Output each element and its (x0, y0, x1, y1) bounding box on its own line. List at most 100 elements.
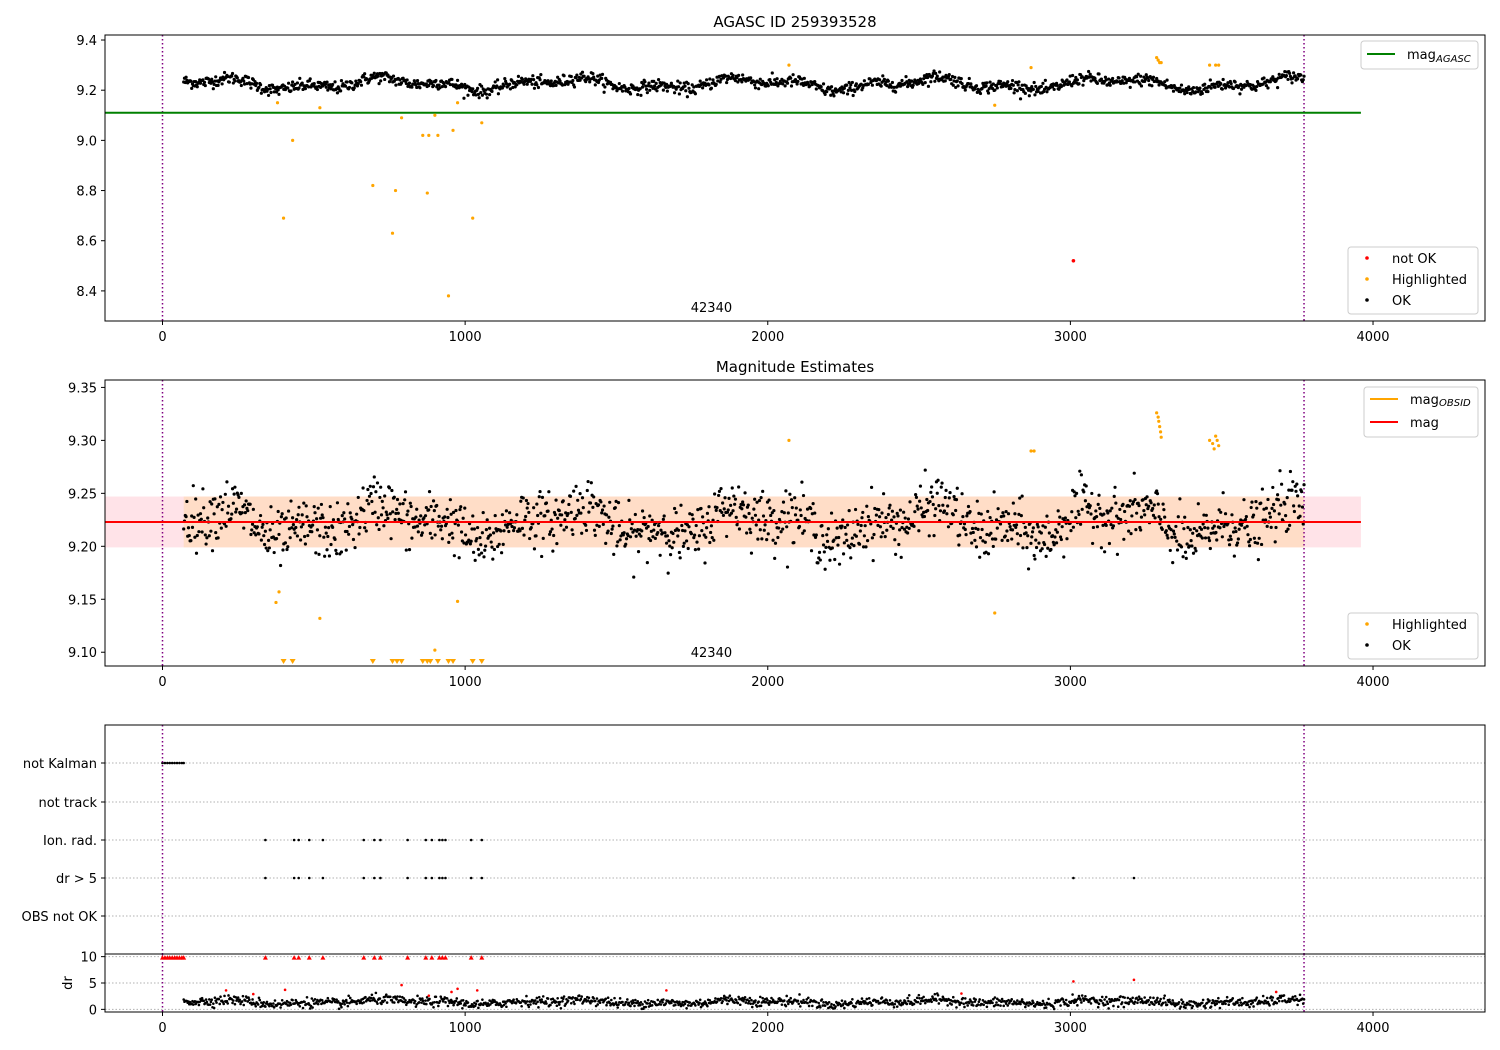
ok-point (705, 511, 710, 515)
ok-point (242, 82, 247, 86)
ok-point (480, 93, 484, 97)
ok-point (842, 1002, 845, 1005)
ok-point (369, 491, 373, 496)
ok-point (1127, 504, 1132, 508)
ok-point (685, 95, 689, 99)
ok-point (303, 87, 308, 91)
y-tick-label: 5 (89, 977, 97, 992)
highlighted-point (1156, 415, 1160, 419)
highlighted-point (1158, 430, 1163, 434)
ok-point (213, 79, 217, 83)
ok-point (375, 523, 379, 527)
ok-point (1010, 537, 1014, 541)
ok-point (346, 1004, 350, 1008)
ok-point (446, 515, 450, 520)
ok-point (644, 84, 648, 88)
ok-point (241, 994, 245, 998)
flag-point (438, 838, 441, 842)
ok-point (682, 541, 686, 545)
flag-point (297, 876, 300, 880)
flag-point (379, 838, 382, 842)
ok-point (332, 998, 336, 1001)
ok-point (1001, 511, 1005, 515)
ok-point (430, 536, 434, 540)
ok-point (1209, 86, 1213, 90)
ok-point (497, 542, 501, 546)
ok-point (416, 530, 420, 534)
ok-point (479, 551, 484, 555)
ok-point (1201, 998, 1205, 1002)
ok-point (1183, 92, 1187, 96)
ok-point (580, 995, 583, 998)
ok-point (484, 92, 488, 96)
ok-point (391, 510, 395, 514)
ok-point (344, 548, 348, 552)
ok-point (367, 502, 371, 506)
ok-point (632, 575, 636, 579)
ok-point (693, 533, 697, 537)
ok-point (960, 82, 964, 86)
ok-point (184, 514, 188, 519)
ok-point (626, 534, 630, 538)
ok-point (930, 74, 935, 78)
ok-point (217, 502, 221, 507)
highlighted-point (446, 294, 451, 298)
ok-point (596, 1003, 600, 1006)
flag-point (438, 876, 441, 880)
ok-point (340, 1005, 343, 1009)
ok-point (276, 88, 280, 92)
ok-point (392, 1001, 396, 1004)
ok-point (721, 999, 724, 1003)
ok-point (1154, 1001, 1158, 1004)
ok-point (420, 531, 424, 535)
ok-point (508, 522, 513, 526)
ok-point (226, 1002, 230, 1005)
ok-point (537, 495, 541, 499)
ok-point (1053, 535, 1057, 539)
ok-point (837, 562, 842, 566)
ok-point (1219, 82, 1223, 86)
ok-point (337, 1007, 341, 1011)
ok-point (1242, 498, 1246, 502)
ok-point (290, 526, 294, 530)
ok-point (1070, 73, 1075, 78)
ok-point (1077, 82, 1081, 86)
ok-point (555, 541, 559, 546)
ok-point (470, 90, 474, 94)
ok-point (986, 509, 990, 514)
ok-point (246, 509, 250, 513)
ok-point (890, 518, 894, 522)
ok-point (375, 481, 380, 485)
ok-point (893, 1002, 897, 1006)
ok-point (575, 73, 579, 77)
ok-point (919, 1002, 922, 1005)
ok-point (852, 544, 856, 548)
ok-point (355, 1002, 358, 1006)
ok-point (476, 999, 479, 1003)
dr-red-point (224, 989, 228, 992)
ok-point (522, 82, 526, 86)
ok-point (611, 87, 615, 91)
ok-point (424, 82, 428, 86)
ok-point (1089, 512, 1093, 516)
ok-point (862, 79, 866, 83)
ok-point (925, 497, 929, 502)
ok-point (554, 1000, 558, 1004)
ok-point (536, 1000, 539, 1004)
ok-point (281, 548, 285, 552)
ok-point (209, 529, 213, 533)
ok-point (859, 523, 863, 528)
ok-point (505, 1005, 508, 1009)
ok-point (922, 514, 927, 519)
ok-point (1083, 499, 1088, 503)
y-tick-label: 9.0 (76, 134, 97, 149)
ok-point (280, 999, 284, 1002)
ok-point (645, 91, 649, 95)
ok-point (595, 523, 599, 527)
ok-point (286, 86, 290, 90)
ok-point (849, 556, 853, 560)
ok-point (950, 1003, 953, 1006)
ok-point (410, 536, 414, 540)
ok-point (477, 1006, 480, 1010)
ok-point (617, 81, 621, 86)
